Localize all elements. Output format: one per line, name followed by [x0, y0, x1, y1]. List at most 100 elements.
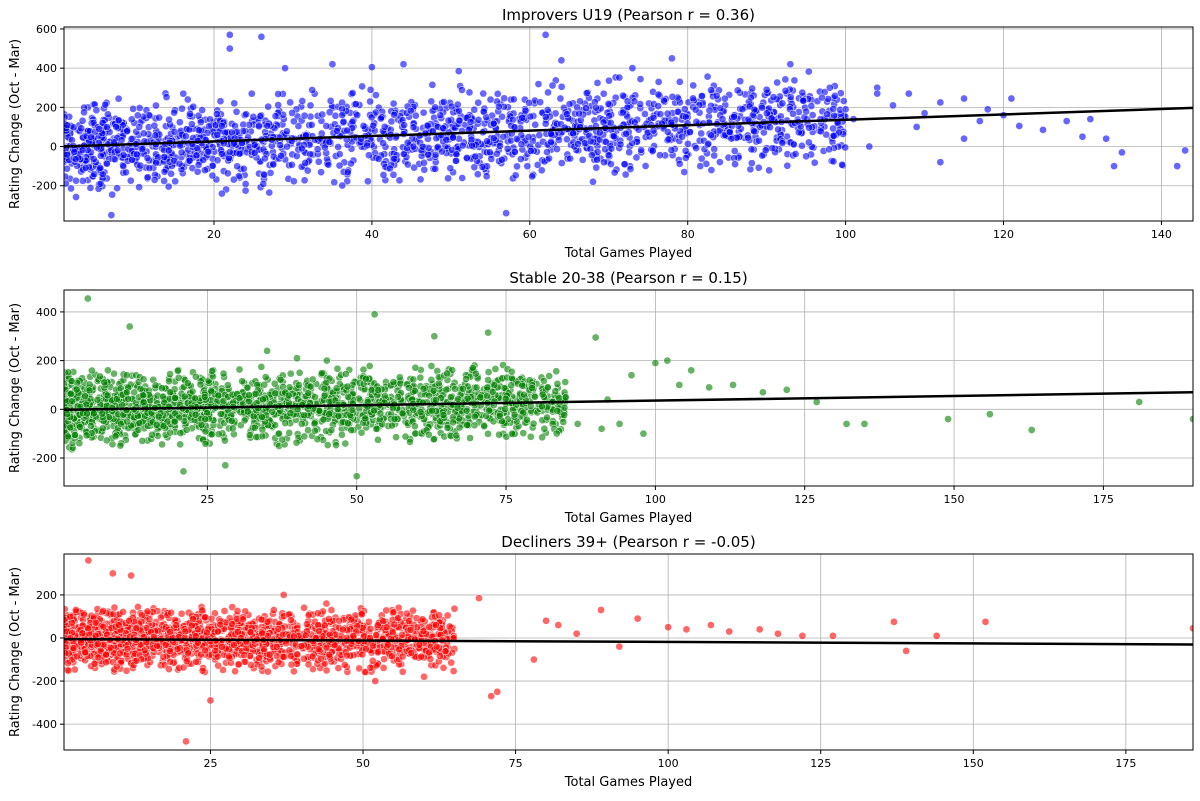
data-point — [681, 168, 688, 175]
data-point — [730, 113, 737, 120]
data-point — [391, 415, 398, 422]
data-point — [240, 165, 247, 172]
x-tick-label: 140 — [1151, 228, 1172, 241]
data-point — [275, 90, 282, 97]
data-point — [542, 113, 549, 120]
data-point — [375, 387, 382, 394]
data-point — [67, 390, 74, 397]
data-point — [214, 131, 221, 138]
data-point — [826, 146, 833, 153]
data-point — [676, 78, 683, 85]
data-point — [307, 383, 314, 390]
data-point — [605, 77, 612, 84]
data-point — [83, 432, 90, 439]
data-point — [537, 99, 544, 106]
data-point — [136, 104, 143, 111]
data-point — [228, 417, 235, 424]
data-point — [364, 142, 371, 149]
data-point — [538, 403, 545, 410]
data-point — [1103, 135, 1110, 142]
data-point — [480, 108, 487, 115]
data-point — [152, 102, 159, 109]
data-point — [305, 612, 312, 619]
data-point — [485, 407, 492, 414]
data-point — [139, 146, 146, 153]
data-point — [542, 120, 549, 127]
data-point — [259, 426, 266, 433]
data-point — [349, 89, 356, 96]
data-point — [774, 126, 781, 133]
data-point — [452, 157, 459, 164]
data-point — [335, 412, 342, 419]
data-point — [79, 147, 86, 154]
data-point — [400, 61, 407, 68]
data-point — [136, 420, 143, 427]
data-point — [485, 376, 492, 383]
data-point — [737, 78, 744, 85]
data-point — [157, 614, 164, 621]
data-point — [459, 385, 466, 392]
x-tick-label: 60 — [523, 228, 537, 241]
data-point — [411, 423, 418, 430]
data-point — [638, 146, 645, 153]
data-point — [208, 431, 215, 438]
data-point — [258, 33, 265, 40]
data-point — [734, 87, 741, 94]
data-point — [153, 159, 160, 166]
data-point — [840, 97, 847, 104]
data-point — [262, 374, 269, 381]
data-point — [158, 441, 165, 448]
data-point — [759, 389, 766, 396]
data-point — [87, 422, 94, 429]
data-point — [181, 393, 188, 400]
data-point — [321, 385, 328, 392]
data-point — [339, 182, 346, 189]
data-point — [627, 165, 634, 172]
data-point — [192, 373, 199, 380]
data-point — [425, 431, 432, 438]
data-point — [139, 437, 146, 444]
data-point — [787, 93, 794, 100]
data-point — [104, 111, 111, 118]
data-point — [375, 155, 382, 162]
y-tick-label: -200 — [32, 180, 57, 193]
data-point — [668, 146, 675, 153]
data-point — [598, 425, 605, 432]
data-point — [218, 150, 225, 157]
data-point — [333, 385, 340, 392]
data-point — [231, 100, 238, 107]
data-point — [134, 112, 141, 119]
data-point — [333, 127, 340, 134]
data-point — [843, 420, 850, 427]
data-point — [534, 161, 541, 168]
data-point — [628, 372, 635, 379]
data-point — [529, 173, 536, 180]
data-point — [368, 64, 375, 71]
data-point — [682, 154, 689, 161]
data-point — [221, 437, 228, 444]
data-point — [193, 152, 200, 159]
data-point — [233, 108, 240, 115]
data-point — [656, 152, 663, 159]
data-point — [332, 442, 339, 449]
data-point — [803, 153, 810, 160]
data-point — [194, 168, 201, 175]
data-point — [527, 113, 534, 120]
data-point — [830, 105, 837, 112]
data-point — [296, 369, 303, 376]
data-point — [165, 378, 172, 385]
data-point — [466, 89, 473, 96]
data-point — [80, 109, 87, 116]
data-point — [64, 433, 71, 440]
data-point — [284, 143, 291, 150]
data-point — [798, 142, 805, 149]
data-point — [126, 323, 133, 330]
data-point — [496, 142, 503, 149]
data-point — [594, 79, 601, 86]
data-point — [490, 120, 497, 127]
data-point — [113, 185, 120, 192]
data-point — [530, 420, 537, 427]
data-point — [102, 101, 109, 108]
